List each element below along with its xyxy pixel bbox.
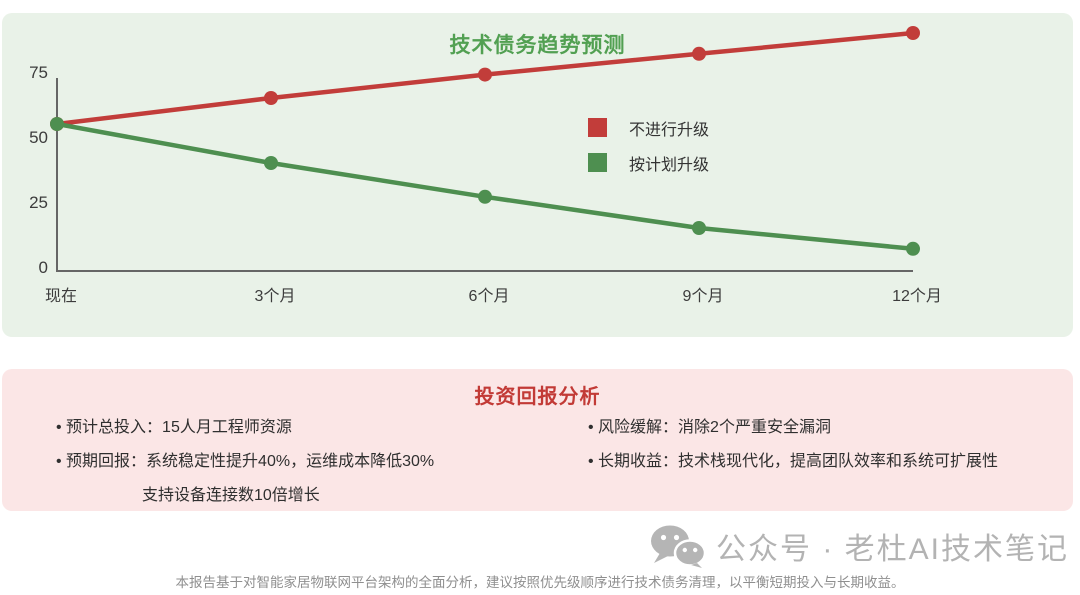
legend-swatch-red [588, 118, 607, 137]
footer-note: 本报告基于对智能家居物联网平台架构的全面分析，建议按照优先级顺序进行技术债务清理… [175, 575, 905, 590]
roi-columns: 预计总投入：15人月工程师资源 预期回报：系统稳定性提升40%，运维成本降低30… [56, 411, 1057, 513]
roi-item-total-investment: 预计总投入：15人月工程师资源 [56, 411, 588, 445]
chart-legend: 不进行升级 按计划升级 [588, 110, 709, 180]
roi-item-risk-mitigation: 风险缓解：消除2个严重安全漏洞 [588, 411, 1057, 445]
roi-analysis-panel: 投资回报分析 预计总投入：15人月工程师资源 预期回报：系统稳定性提升40%，运… [2, 369, 1073, 511]
roi-title: 投资回报分析 [474, 386, 601, 408]
roi-column-left: 预计总投入：15人月工程师资源 预期回报：系统稳定性提升40%，运维成本降低30… [56, 411, 588, 513]
legend-label: 不进行升级 [629, 121, 710, 139]
wechat-icon [651, 525, 706, 568]
trend-line-chart: 75 50 25 0 现在 3个月 6个月 9个月 12个月 [29, 26, 942, 305]
legend-swatch-green [588, 153, 607, 172]
chart-title: 技术债务趋势预测 [449, 34, 626, 57]
roi-item-expected-return: 预期回报：系统稳定性提升40%，运维成本降低30% [56, 445, 588, 479]
svg-text:50: 50 [29, 128, 48, 147]
trend-chart-panel: 技术债务趋势预测 75 50 25 0 现在 3个月 6个月 9个月 12个月 不进行升级 按计… [2, 13, 1073, 337]
svg-text:3个月: 3个月 [255, 287, 296, 305]
legend-item-planned-upgrade: 按计划升级 [588, 145, 709, 180]
legend-label: 按计划升级 [629, 156, 710, 174]
svg-text:6个月: 6个月 [469, 287, 510, 305]
wechat-watermark: 公众号 · 老杜AI技术笔记 [650, 524, 1069, 568]
svg-text:现在: 现在 [45, 287, 77, 305]
svg-text:25: 25 [29, 193, 48, 212]
watermark-text: 公众号 · 老杜AI技术笔记 [716, 533, 1070, 566]
svg-text:75: 75 [29, 63, 48, 82]
svg-text:0: 0 [39, 258, 48, 277]
roi-item-expected-return-extra: 支持设备连接数10倍增长 [142, 487, 320, 504]
svg-text:9个月: 9个月 [683, 287, 724, 305]
roi-column-right: 风险缓解：消除2个严重安全漏洞 长期收益：技术栈现代化，提高团队效率和系统可扩展… [588, 411, 1057, 513]
svg-text:12个月: 12个月 [892, 287, 942, 305]
roi-item-long-term-benefit: 长期收益：技术栈现代化，提高团队效率和系统可扩展性 [588, 445, 1057, 479]
legend-item-no-upgrade: 不进行升级 [588, 110, 709, 145]
